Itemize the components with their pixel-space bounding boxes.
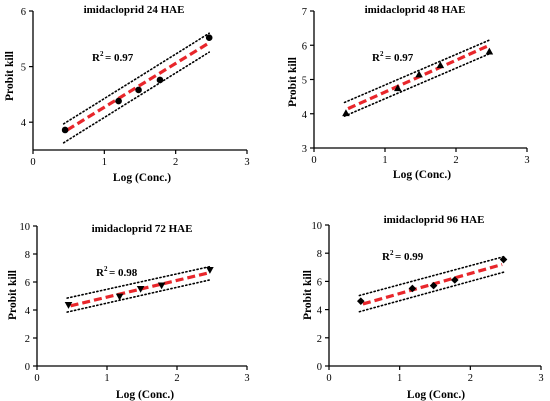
data-point (499, 255, 508, 264)
confidence-band-upper (343, 39, 491, 104)
r-squared-value: = 0.98 (109, 267, 138, 279)
confidence-band-lower (343, 53, 491, 117)
r-squared-superscript: 2 (104, 265, 108, 273)
y-axis-label: Probit kill (4, 51, 16, 101)
data-point (357, 297, 365, 305)
y-axis-label: Probit kill (287, 57, 299, 107)
r-squared-symbol: R (92, 52, 101, 64)
y-tick-label: 10 (312, 221, 323, 232)
x-tick-label: 2 (174, 373, 179, 384)
x-tick-label: 0 (311, 155, 316, 166)
y-tick-label: 0 (317, 362, 322, 373)
data-point (415, 70, 423, 78)
r-squared-symbol: R (96, 267, 105, 279)
y-tick-label: 10 (20, 222, 31, 233)
confidence-band-lower (66, 279, 211, 313)
r-squared-value: = 0.99 (395, 251, 424, 263)
y-tick-label: 4 (21, 118, 27, 129)
x-axis-label: Log (Conc.) (407, 389, 465, 401)
y-tick-label: 4 (25, 306, 31, 317)
chart-title: imidacloprid 72 HAE (92, 223, 193, 235)
data-point (156, 76, 164, 84)
x-tick-label: 0 (30, 157, 35, 168)
y-tick-label: 6 (21, 7, 26, 18)
y-tick-label: 7 (302, 7, 307, 18)
chart-title: imidacloprid 48 HAE (365, 4, 466, 16)
data-point (450, 276, 459, 284)
r-squared-value: = 0.97 (385, 52, 414, 64)
r-squared-annotation: R 2 = 0.97 (372, 50, 414, 64)
x-tick-label: 3 (524, 155, 529, 166)
y-tick-label: 8 (317, 249, 322, 260)
x-tick-label: 1 (104, 373, 109, 384)
y-tick-label: 3 (302, 144, 307, 155)
data-point (61, 126, 69, 134)
x-tick-label: 2 (453, 155, 458, 166)
r-squared-superscript: 2 (390, 249, 394, 257)
y-tick-label: 6 (25, 278, 30, 289)
chart-panel-3: 0 1 2 3 0 2 4 6 8 10 imidacloprid 72 HAE Log (Conc.… (7, 222, 250, 401)
data-point (393, 84, 402, 92)
chart-title: imidacloprid 24 HAE (84, 4, 185, 16)
y-tick-label: 6 (302, 41, 307, 52)
x-axis-label: Log (Conc.) (393, 169, 451, 181)
data-point (436, 61, 445, 69)
data-point (429, 281, 438, 290)
confidence-band-upper (66, 265, 211, 299)
y-tick-label: 6 (317, 277, 322, 288)
y-axis-label: Probit kill (7, 270, 19, 320)
r-squared-superscript: 2 (100, 50, 104, 58)
data-point (115, 97, 122, 105)
confidence-band-lower (62, 51, 210, 144)
data-point (342, 109, 350, 117)
x-tick-label: 0 (326, 373, 331, 384)
x-tick-label: 2 (173, 157, 178, 168)
r-squared-annotation: R 2 = 0.98 (96, 265, 138, 279)
x-tick-label: 3 (244, 157, 249, 168)
y-tick-label: 5 (302, 76, 307, 87)
y-tick-label: 2 (317, 334, 322, 345)
regression-fit-line (66, 41, 210, 132)
x-tick-label: 1 (382, 155, 387, 166)
r-squared-annotation: R 2 = 0.99 (382, 249, 424, 263)
confidence-band-lower (358, 271, 505, 313)
data-point (206, 267, 214, 274)
x-axis-label: Log (Conc.) (116, 389, 174, 401)
confidence-band-upper (358, 255, 505, 297)
y-tick-label: 8 (25, 250, 30, 261)
chart-title: imidacloprid 96 HAE (384, 214, 485, 226)
data-point (136, 285, 145, 293)
y-tick-label: 4 (302, 110, 308, 121)
x-tick-label: 1 (102, 157, 107, 168)
chart-panel-2: 0 1 2 3 3 4 5 6 7 imidacloprid 48 HAE Log (Conc.) P… (287, 4, 530, 181)
r-squared-annotation: R 2 = 0.97 (92, 50, 134, 64)
x-tick-label: 3 (244, 373, 249, 384)
r-squared-value: = 0.97 (105, 52, 134, 64)
r-squared-symbol: R (382, 251, 391, 263)
data-point (64, 302, 73, 309)
r-squared-symbol: R (372, 52, 381, 64)
y-tick-label: 4 (317, 306, 323, 317)
x-tick-label: 2 (468, 373, 473, 384)
data-point (135, 86, 142, 94)
y-tick-label: 0 (25, 362, 30, 373)
data-point (408, 284, 417, 293)
data-point (157, 282, 166, 290)
confidence-band-upper (62, 32, 210, 125)
x-tick-label: 3 (538, 373, 543, 384)
data-point (115, 293, 124, 301)
r-squared-superscript: 2 (380, 50, 384, 58)
y-tick-label: 5 (21, 63, 26, 74)
data-point (485, 47, 494, 55)
chart-panel-1: 0 1 2 3 4 5 6 imidacloprid 24 HAE Log (Conc.) Pro… (4, 4, 250, 184)
chart-panel-4: 0 1 2 3 0 2 4 6 8 10 imidacloprid 96 HAE Log (Conc.… (302, 214, 544, 401)
y-axis-label: Probit kill (302, 270, 314, 320)
x-axis-label: Log (Conc.) (113, 172, 171, 184)
data-point (205, 34, 213, 41)
x-tick-label: 0 (34, 373, 39, 384)
y-tick-label: 2 (25, 334, 30, 345)
x-tick-label: 1 (397, 373, 402, 384)
